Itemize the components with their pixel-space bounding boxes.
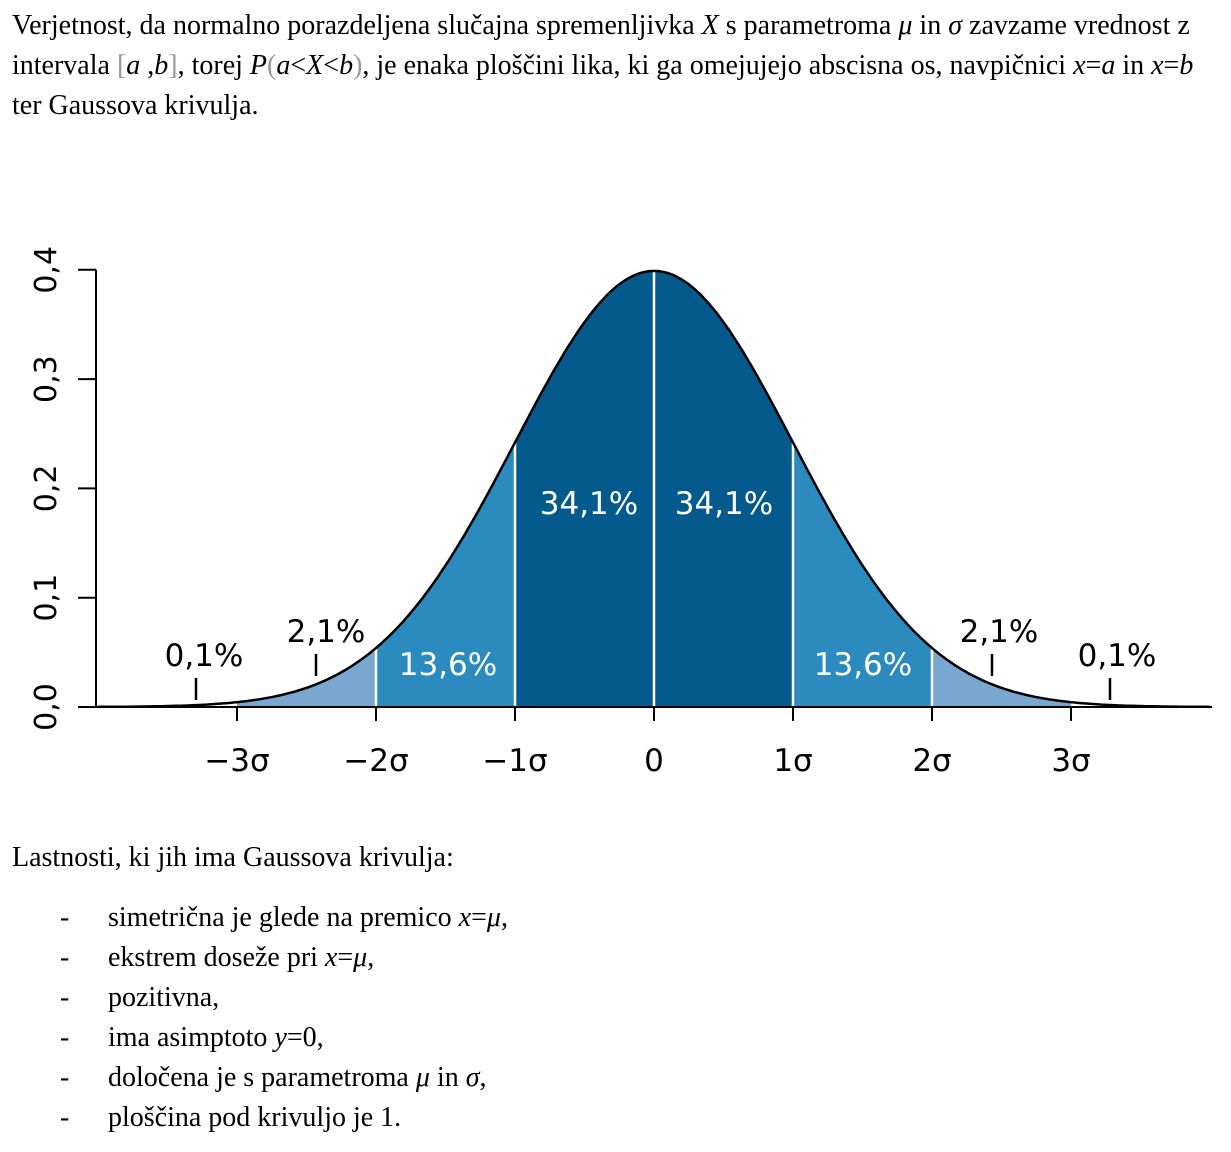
item-text: in — [429, 1062, 466, 1093]
list-bullet: - — [60, 1102, 70, 1133]
intro-paragraph: Verjetnost, da normalno porazdeljena slu… — [12, 6, 1224, 126]
math-lt: < — [290, 50, 307, 81]
item-math: μ — [415, 1062, 430, 1093]
math-paren: ( — [267, 50, 277, 81]
list-item-text: pozitivna, — [108, 978, 219, 1018]
region-label: 2,1% — [960, 614, 1039, 650]
list-item-text: simetrična je glede na premico x=μ, — [108, 898, 508, 938]
math-X: X — [306, 50, 324, 81]
item-text: simetrična je glede na premico — [108, 902, 459, 933]
intro-text: in — [1115, 50, 1152, 81]
math-bracket: [ — [116, 50, 127, 81]
intro-text: , torej — [177, 50, 250, 81]
item-text: , — [367, 942, 375, 973]
item-math: x — [458, 902, 472, 933]
math-a: a — [276, 50, 291, 81]
x-tick-label: 0 — [644, 743, 664, 779]
y-tick-label: 0,0 — [29, 683, 64, 731]
math-x: x — [1151, 50, 1164, 81]
intro-text: , je enaka ploščini lika, ki ga omejujej… — [362, 50, 1074, 81]
math-a: a — [126, 50, 141, 81]
region-label: 13,6% — [814, 647, 912, 683]
item-math-eq: = — [471, 902, 487, 933]
list-bullet: - — [60, 902, 70, 933]
item-math: μ — [486, 902, 501, 933]
y-tick-label: 0,2 — [29, 465, 64, 513]
item-text: , — [316, 1022, 324, 1053]
math-b: b — [154, 50, 169, 81]
item-math-eq: = — [286, 1022, 303, 1053]
region-label: 13,6% — [399, 647, 497, 683]
list-bullet: - — [60, 982, 70, 1013]
x-tick-label: −1σ — [482, 743, 547, 779]
x-tick-label: −3σ — [204, 743, 269, 779]
item-text: določena je s parametroma — [108, 1062, 416, 1093]
region-label: 34,1% — [540, 486, 638, 522]
math-eq: = — [1163, 50, 1180, 81]
math-a: a — [1101, 50, 1116, 81]
x-tick-label: 2σ — [912, 743, 951, 779]
list-item-text: ima asimptoto y=0, — [108, 1018, 324, 1058]
gaussian-curve — [97, 269, 1211, 709]
math-x: x — [1073, 50, 1086, 81]
intro-text: Verjetnost, da normalno porazdeljena slu… — [12, 10, 702, 41]
y-tick-label: 0,1 — [29, 574, 64, 622]
math-paren: ) — [353, 50, 363, 81]
region-area — [237, 648, 376, 707]
intro-text: s parametroma — [718, 10, 899, 41]
x-tick-label: 1σ — [773, 743, 812, 779]
y-tick-label: 0,4 — [29, 246, 64, 294]
math-comma: , — [140, 50, 155, 81]
y-tick-label: 0,3 — [29, 355, 64, 403]
x-tick-label: −2σ — [343, 743, 408, 779]
math-X: X — [701, 10, 719, 41]
item-math: 0 — [302, 1022, 317, 1053]
x-tick-label: 3σ — [1051, 743, 1090, 779]
item-math-eq: = — [337, 942, 354, 973]
region-label: 34,1% — [675, 486, 773, 522]
math-sigma: σ — [948, 10, 963, 41]
list-bullet: - — [60, 1022, 70, 1053]
item-text: ima asimptoto — [108, 1022, 275, 1053]
math-b: b — [1179, 50, 1194, 81]
item-text: ekstrem doseže pri — [108, 942, 325, 973]
region-label: 2,1% — [287, 614, 366, 650]
list-item-text: ekstrem doseže pri x=μ, — [108, 938, 374, 978]
item-math: y — [274, 1022, 287, 1053]
list-bullet: - — [60, 1062, 70, 1093]
intro-text: zavzame vrednost z intervala — [12, 10, 1190, 81]
intro-text: in — [912, 10, 949, 41]
item-text: , — [479, 1062, 487, 1093]
intro-text: ter Gaussova krivulja. — [12, 90, 259, 121]
math-P: P — [249, 50, 268, 81]
math-b: b — [339, 50, 354, 81]
math-bracket: ] — [168, 50, 178, 81]
tail-label: 0,1% — [1078, 638, 1157, 674]
item-math: x — [324, 942, 338, 973]
math-eq: = — [1085, 50, 1102, 81]
item-text: , — [500, 902, 508, 933]
properties-title: Lastnosti, ki jih ima Gaussova krivulja: — [12, 842, 454, 873]
normal-distribution-chart: −3σ −2σ −1σ 0 1σ 2σ 3σ 0,0 0,1 0,2 0,3 0,4 2,1% 13,6%… — [29, 246, 1212, 779]
tail-label: 0,1% — [165, 638, 244, 674]
list-item-text: ploščina pod krivuljo je 1. — [108, 1098, 401, 1138]
math-lt: < — [323, 50, 340, 81]
region-area — [932, 648, 1071, 707]
list-item-text: določena je s parametroma μ in σ, — [108, 1058, 487, 1098]
list-bullet: - — [60, 942, 70, 973]
math-mu: μ — [898, 10, 913, 41]
item-text: pozitivna, — [108, 982, 220, 1013]
item-text: ploščina pod krivuljo je 1. — [108, 1102, 402, 1133]
item-math: μ — [353, 942, 368, 973]
item-math: σ — [465, 1062, 480, 1093]
